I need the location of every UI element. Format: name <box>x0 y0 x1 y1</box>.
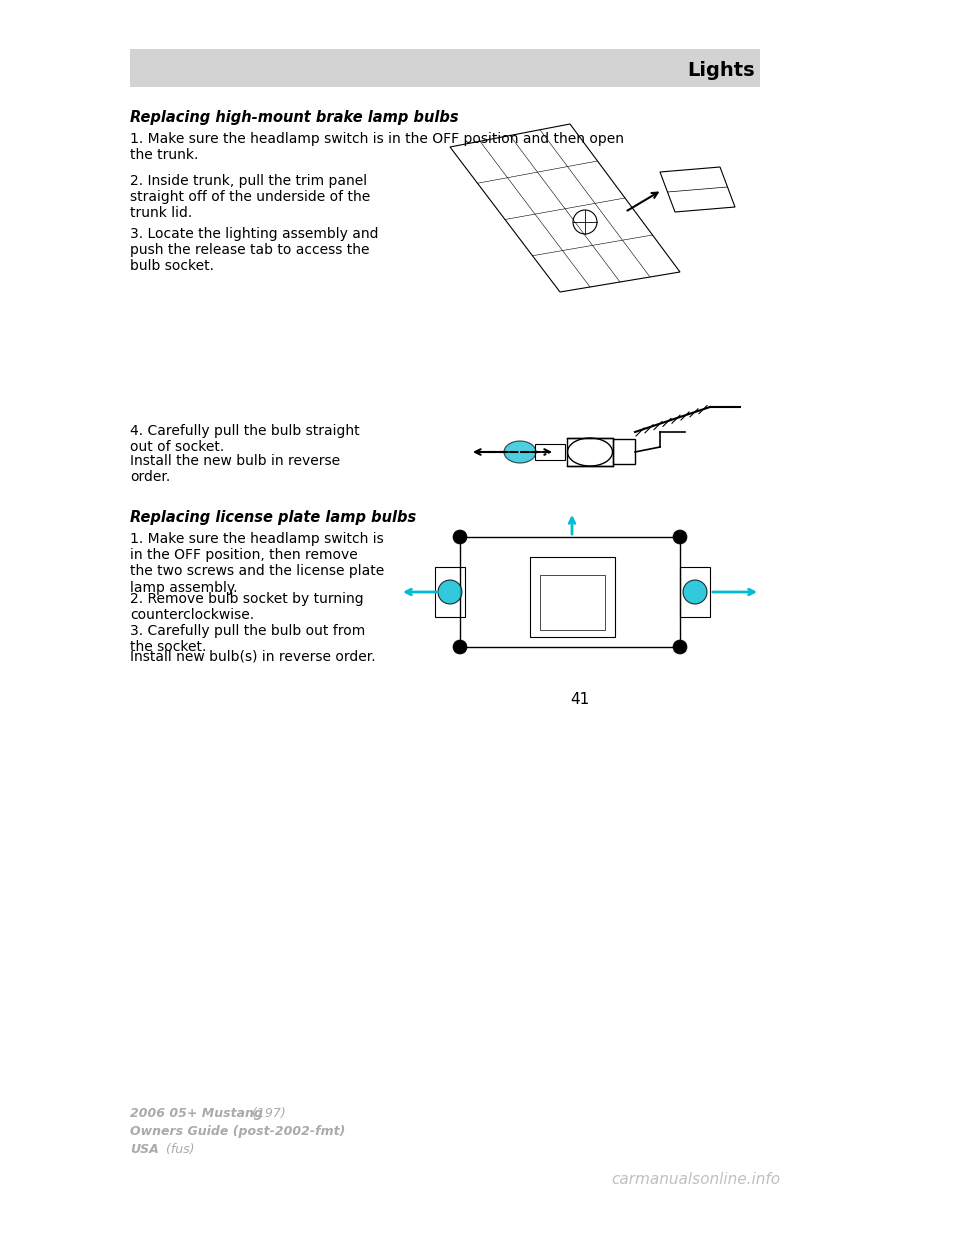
Circle shape <box>453 530 467 544</box>
Circle shape <box>438 580 462 604</box>
Bar <box>567 438 613 466</box>
Text: 2. Inside trunk, pull the trim panel
straight off of the underside of the
trunk : 2. Inside trunk, pull the trim panel str… <box>130 174 371 220</box>
Circle shape <box>683 580 707 604</box>
Text: 3. Carefully pull the bulb out from
the socket.: 3. Carefully pull the bulb out from the … <box>130 623 365 655</box>
Text: 41: 41 <box>570 692 589 707</box>
Text: USA: USA <box>130 1143 158 1156</box>
Text: 1. Make sure the headlamp switch is in the OFF position and then open
the trunk.: 1. Make sure the headlamp switch is in t… <box>130 132 624 163</box>
Circle shape <box>453 640 467 655</box>
Bar <box>130 48 760 87</box>
Text: 4. Carefully pull the bulb straight
out of socket.: 4. Carefully pull the bulb straight out … <box>130 424 360 455</box>
Text: carmanualsonline.info: carmanualsonline.info <box>611 1172 780 1187</box>
Bar <box>540 575 605 630</box>
Text: 2006 05+ Mustang: 2006 05+ Mustang <box>130 1107 263 1120</box>
Text: Owners Guide (post-2002-fmt): Owners Guide (post-2002-fmt) <box>130 1125 346 1138</box>
Text: 3. Locate the lighting assembly and
push the release tab to access the
bulb sock: 3. Locate the lighting assembly and push… <box>130 227 378 273</box>
Circle shape <box>673 530 687 544</box>
Text: Replacing high-mount brake lamp bulbs: Replacing high-mount brake lamp bulbs <box>130 111 459 125</box>
Text: Lights: Lights <box>687 61 755 79</box>
Text: 2. Remove bulb socket by turning
counterclockwise.: 2. Remove bulb socket by turning counter… <box>130 592 364 622</box>
Text: (197): (197) <box>248 1107 286 1120</box>
Bar <box>460 537 680 647</box>
Bar <box>613 438 635 465</box>
Bar <box>535 443 565 460</box>
Circle shape <box>673 640 687 655</box>
Text: Install the new bulb in reverse
order.: Install the new bulb in reverse order. <box>130 455 340 484</box>
Bar <box>530 556 615 637</box>
Bar <box>435 568 465 617</box>
Text: 1. Make sure the headlamp switch is
in the OFF position, then remove
the two scr: 1. Make sure the headlamp switch is in t… <box>130 532 384 595</box>
Text: (fus): (fus) <box>162 1143 195 1156</box>
Text: Replacing license plate lamp bulbs: Replacing license plate lamp bulbs <box>130 510 417 525</box>
Text: Install new bulb(s) in reverse order.: Install new bulb(s) in reverse order. <box>130 650 375 664</box>
Bar <box>680 568 710 617</box>
Ellipse shape <box>504 441 536 463</box>
